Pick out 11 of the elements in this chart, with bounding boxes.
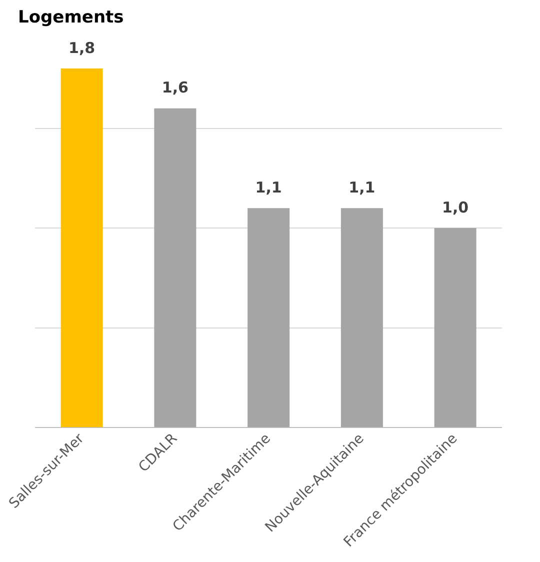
data-label: 1,1 — [348, 178, 376, 196]
data-label: 1,6 — [162, 78, 188, 97]
bar — [340, 208, 383, 428]
data-label: 1,1 — [255, 178, 282, 196]
bar — [248, 208, 290, 428]
bar — [434, 228, 476, 428]
bar — [154, 108, 196, 428]
data-label: 1,8 — [68, 38, 96, 57]
chart-title: Logements — [18, 8, 124, 28]
bar — [60, 68, 103, 428]
data-label: 1,0 — [442, 198, 469, 216]
